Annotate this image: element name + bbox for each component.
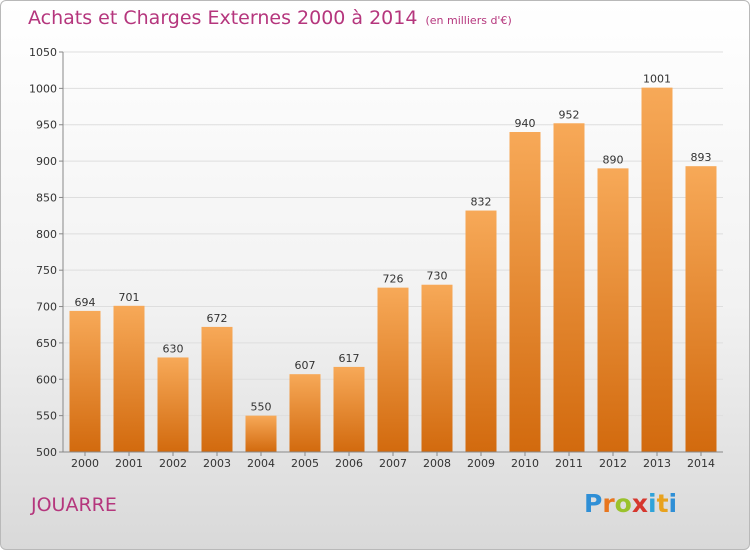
bars	[69, 87, 717, 453]
y-tick-label: 900	[36, 155, 57, 168]
bar-2013	[641, 87, 673, 453]
x-tick-label: 2010	[511, 457, 539, 470]
x-tick-label: 2012	[599, 457, 627, 470]
value-label-2011: 952	[559, 108, 580, 121]
y-tick-label: 700	[36, 301, 57, 314]
value-label-2010: 940	[515, 117, 536, 130]
logo-letter: i	[648, 489, 657, 518]
x-tick-label: 2003	[203, 457, 231, 470]
bar-2009	[465, 210, 497, 452]
value-label-2003: 672	[207, 312, 228, 325]
y-tick-label: 600	[36, 373, 57, 386]
bar-2000	[69, 310, 101, 452]
x-tick-label: 2009	[467, 457, 495, 470]
y-tick-label: 1000	[29, 82, 57, 95]
x-tick-label: 2014	[687, 457, 715, 470]
bar-2001	[113, 305, 145, 452]
bar-2008	[421, 284, 453, 452]
x-tick-label: 2004	[247, 457, 275, 470]
value-label-2008: 730	[427, 270, 448, 283]
bar-2004	[245, 415, 277, 452]
y-tick-label: 1050	[29, 46, 57, 59]
bar-2005	[289, 374, 321, 452]
bar-2012	[597, 168, 629, 452]
value-label-2013: 1001	[643, 73, 671, 86]
bar-2010	[509, 132, 541, 452]
value-label-2012: 890	[603, 153, 624, 166]
chart-unit-text: (en milliers d'€)	[425, 14, 512, 27]
proxiti-logo: Proxiti	[584, 489, 677, 518]
axes: 500 550 600 650 700 750 800 850 900 950 1000 1050 20…	[29, 46, 723, 470]
logo-letter: P	[584, 489, 603, 518]
x-tick-label: 2002	[159, 457, 187, 470]
y-tick-label: 750	[36, 264, 57, 277]
logo-letter: x	[631, 489, 648, 518]
logo-letter: t	[656, 489, 669, 518]
x-tick-label: 2000	[71, 457, 99, 470]
y-tick-label: 550	[36, 410, 57, 423]
value-label-2007: 726	[383, 273, 404, 286]
value-label-2014: 893	[691, 151, 712, 164]
chart-title: Achats et Charges Externes 2000 à 2014 (e…	[28, 7, 512, 29]
value-label-2001: 701	[119, 291, 140, 304]
y-tick-label: 850	[36, 191, 57, 204]
y-tick-label: 800	[36, 228, 57, 241]
x-tick-label: 2011	[555, 457, 583, 470]
chart-title-text: Achats et Charges Externes 2000 à 2014	[28, 7, 418, 29]
logo-letter: r	[602, 489, 615, 518]
logo-letter: i	[668, 489, 678, 518]
x-tick-label: 2005	[291, 457, 319, 470]
value-label-2009: 832	[471, 196, 492, 209]
value-label-2005: 607	[295, 359, 316, 372]
bar-2011	[553, 123, 585, 452]
value-labels: 694 701 630 672 550 607 617 726 730 832 940 952 890 1…	[75, 73, 712, 414]
bar-2002	[157, 357, 189, 452]
logo-letter: o	[614, 489, 632, 518]
value-label-2002: 630	[163, 342, 184, 355]
bar-2007	[377, 287, 409, 452]
value-label-2004: 550	[251, 401, 272, 414]
value-label-2000: 694	[75, 296, 96, 309]
bar-2003	[201, 326, 233, 452]
x-tick-label: 2001	[115, 457, 143, 470]
location-name: JOUARRE	[31, 494, 117, 516]
y-tick-label: 650	[36, 337, 57, 350]
y-tick-label: 500	[36, 446, 57, 459]
x-tick-label: 2013	[643, 457, 671, 470]
x-tick-label: 2008	[423, 457, 451, 470]
y-tick-label: 950	[36, 119, 57, 132]
bar-2006	[333, 366, 365, 452]
bar-2014	[685, 166, 717, 452]
value-label-2006: 617	[339, 352, 360, 365]
x-tick-label: 2007	[379, 457, 407, 470]
x-tick-label: 2006	[335, 457, 363, 470]
